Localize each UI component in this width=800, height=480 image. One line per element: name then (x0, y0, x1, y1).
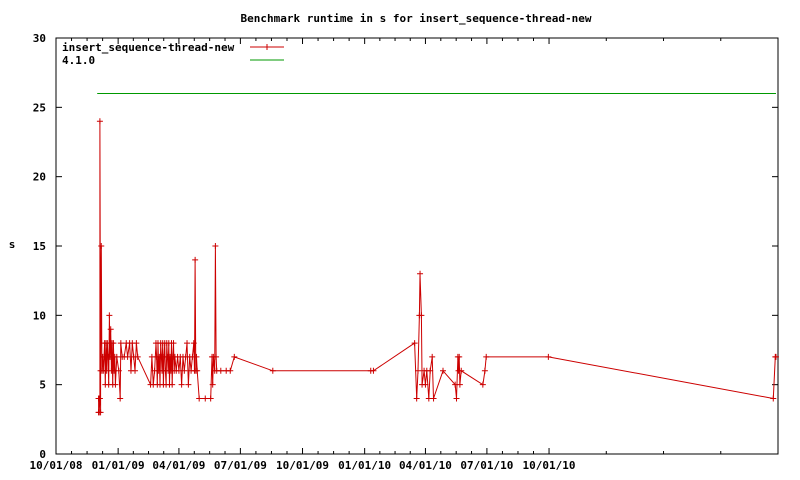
chart-title: Benchmark runtime in s for insert_sequen… (241, 12, 592, 25)
data-point (269, 367, 276, 374)
data-point (418, 312, 425, 319)
data-point (212, 243, 219, 249)
data-point (411, 340, 418, 347)
data-point (133, 340, 140, 347)
data-point (413, 395, 420, 402)
data-point (231, 353, 238, 360)
data-point (124, 353, 131, 360)
y-axis: 0 5 10 15 20 25 30 (33, 32, 778, 461)
x-tick-label: 04/01/10 (399, 459, 452, 472)
data-point (98, 243, 105, 249)
y-tick-label: 5 (39, 379, 46, 392)
data-point (479, 381, 486, 388)
data-point (456, 381, 463, 388)
data-point (169, 381, 176, 388)
x-tick-label: 01/01/10 (338, 459, 391, 472)
data-point (96, 395, 103, 402)
x-tick-label: 07/01/10 (460, 459, 513, 472)
data-point (107, 326, 114, 333)
data-point (207, 395, 214, 402)
data-point (370, 367, 377, 374)
data-point (417, 270, 424, 277)
x-axis: 10/01/08 01/01/09 04/01/09 07/01/09 10/01/09… (30, 38, 722, 472)
y-tick-label: 0 (39, 448, 46, 461)
series-line-0 (98, 121, 776, 413)
data-point (196, 395, 203, 402)
data-point (202, 395, 209, 402)
data-point (97, 409, 104, 416)
data-point (456, 353, 463, 360)
data-point (181, 367, 188, 374)
legend-label: insert_sequence-thread-new (62, 41, 235, 54)
series-0 (95, 118, 779, 416)
x-tick-label: 10/01/10 (523, 459, 576, 472)
legend-label: 4.1.0 (62, 54, 95, 67)
legend-marker (264, 44, 270, 50)
data-point (415, 367, 422, 374)
data-point (217, 367, 224, 374)
y-tick-label: 15 (33, 240, 46, 253)
y-axis-label: s (9, 238, 16, 251)
y-tick-label: 25 (33, 101, 46, 114)
series-layer (95, 93, 779, 416)
x-tick-label: 04/01/09 (152, 459, 205, 472)
data-point (770, 395, 777, 402)
data-point (429, 353, 436, 360)
data-point (170, 340, 177, 347)
data-point (134, 353, 141, 360)
data-point (192, 256, 199, 263)
y-tick-label: 20 (33, 171, 46, 184)
data-point (481, 367, 488, 374)
data-point (213, 353, 220, 360)
data-point (453, 395, 460, 402)
data-point (483, 353, 490, 360)
data-point (430, 395, 437, 402)
data-point (227, 367, 234, 374)
x-tick-label: 10/01/08 (30, 459, 83, 472)
data-point (178, 381, 185, 388)
y-tick-label: 30 (33, 32, 46, 45)
x-tick-label: 07/01/09 (214, 459, 267, 472)
data-point (209, 381, 216, 388)
data-point (772, 353, 779, 360)
data-point (117, 395, 124, 402)
data-point (545, 353, 552, 360)
data-point (110, 340, 117, 347)
data-point (115, 367, 122, 374)
data-point (175, 367, 182, 374)
data-point (113, 353, 120, 360)
data-point (193, 353, 200, 360)
data-point (440, 367, 447, 374)
x-tick-label: 01/01/09 (92, 459, 145, 472)
data-point (112, 381, 119, 388)
x-tick-label: 10/01/09 (276, 459, 329, 472)
data-point (427, 367, 434, 374)
data-point (185, 381, 192, 388)
data-point (184, 340, 191, 347)
data-point (106, 312, 113, 319)
data-point (458, 367, 465, 374)
data-point (117, 340, 124, 347)
data-point (96, 118, 103, 125)
data-point (190, 340, 197, 347)
y-tick-label: 10 (33, 309, 46, 322)
data-point (194, 367, 201, 374)
data-point (132, 367, 139, 374)
data-point (422, 381, 429, 388)
